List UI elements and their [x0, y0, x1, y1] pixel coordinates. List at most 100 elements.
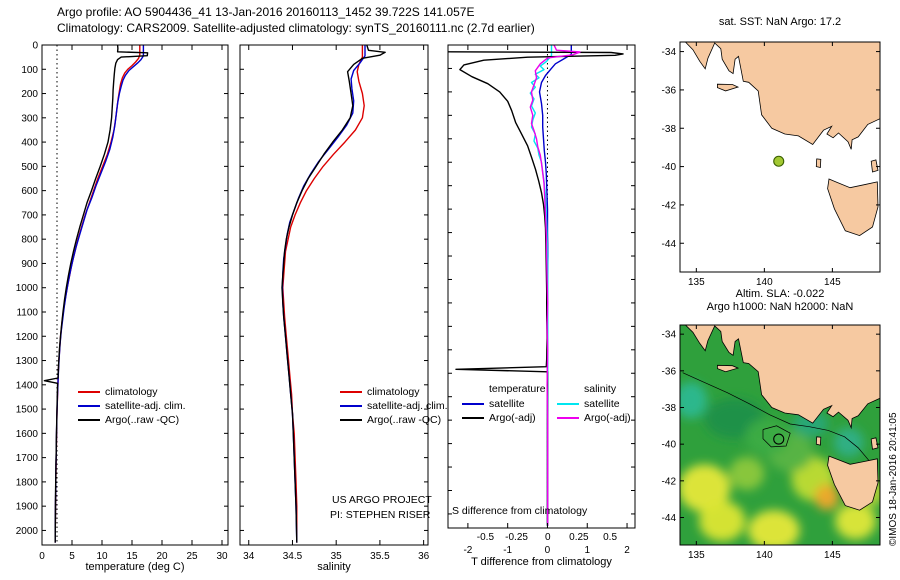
tick-label: 145: [824, 277, 841, 288]
tick-label: 400: [21, 138, 38, 149]
tick-label: 140: [756, 277, 773, 288]
legend-line-swatch: [340, 391, 362, 393]
sla-anomaly-blob: [792, 411, 829, 437]
coast-kangaroo_island: [717, 364, 740, 373]
tick-label: 300: [21, 113, 38, 124]
legend-label: satellite: [584, 398, 620, 410]
panel-temperature: 0 5 10 15 20 25 300100200300400500600700800900…: [16, 41, 229, 562]
sla-anomaly-blob: [748, 510, 800, 545]
tick-label: 0.25: [569, 532, 589, 543]
tick-label: 20: [156, 551, 168, 562]
legend-item: climatology: [340, 385, 448, 399]
legend-item: Argo(-adj): [557, 411, 631, 425]
tick-label: 700: [21, 210, 38, 221]
figure-title-line2: Climatology: CARS2009. Satellite-adjuste…: [57, 21, 535, 35]
tick-label: 35: [331, 551, 343, 562]
legend-item: satellite: [462, 397, 546, 411]
tick-label: -42: [662, 476, 677, 487]
series-t-argo-adj-: [448, 51, 624, 526]
sla-anomaly-blob: [835, 502, 876, 540]
project-note-line2: PI: STEPHEN RISER: [330, 509, 431, 521]
legend-header: temperature: [489, 383, 546, 395]
t-difference-axis-label: T difference from climatology: [471, 556, 612, 568]
coast-tasmania: [827, 455, 879, 511]
sla-anomaly-blob: [680, 464, 731, 512]
legend-item: Argo(..raw -QC): [78, 413, 186, 427]
legend-line-swatch: [340, 419, 362, 421]
tick-label: 2: [624, 545, 630, 556]
tick-label: 1300: [16, 356, 39, 367]
tick-label: -42: [662, 200, 677, 211]
legend-line-swatch: [78, 391, 100, 393]
tick-label: -38: [662, 124, 677, 135]
tick-label: 0: [39, 551, 45, 562]
legend-label: Argo(-adj): [489, 412, 536, 424]
tick-label: 34.5: [283, 551, 303, 562]
tick-label: 15: [126, 551, 138, 562]
tick-label: -34: [662, 47, 677, 58]
tick-label: -40: [662, 440, 677, 451]
sla-contour: [682, 372, 870, 461]
panel-salinity: 34 34.5 35 35.5 36: [239, 44, 430, 562]
legend-salinity-difference: salinity satellite Argo(-adj): [557, 383, 631, 425]
float-position-marker: [773, 433, 785, 445]
series-s-argo-adj-: [529, 45, 581, 526]
tick-label: 0: [32, 41, 38, 52]
coast-king_island: [815, 158, 822, 168]
sla-anomaly-blob: [814, 484, 840, 511]
tick-label: -1: [503, 545, 512, 556]
figure-title-line1: Argo profile: AO 5904436_41 13-Jan-2016 …: [57, 5, 475, 19]
tick-label: 1400: [16, 380, 39, 391]
legend-item: Argo(-adj): [462, 411, 546, 425]
tick-label: -44: [662, 513, 677, 524]
tick-label: 135: [688, 277, 705, 288]
tick-label: 1: [584, 545, 590, 556]
tick-label: 1500: [16, 405, 39, 416]
legend-label: climatology: [367, 386, 420, 398]
legend-line-swatch: [557, 403, 579, 405]
coast-flinders_island: [870, 159, 879, 173]
tick-label: 200: [21, 89, 38, 100]
legend-line-swatch: [78, 419, 100, 421]
legend-line-swatch: [340, 405, 362, 407]
tick-label: 0.5: [603, 532, 617, 543]
sla-anomaly-blob: [699, 501, 746, 542]
sst-map-title: sat. SST: NaN Argo: 17.2: [718, 16, 842, 28]
float-position-marker: [773, 155, 785, 167]
tick-label: 100: [21, 65, 38, 76]
tick-label: 30: [216, 551, 228, 562]
tick-label: -34: [662, 330, 677, 341]
legend-salinity-panel: climatology satellite-adj. clim. Argo(..…: [340, 385, 448, 427]
imos-credit: ©IMOS 18-Jan-2016 20:41:05: [888, 412, 899, 546]
tick-label: 135: [688, 550, 705, 561]
tick-label: 600: [21, 186, 38, 197]
legend-item: climatology: [78, 385, 186, 399]
temperature-axis-label: temperature (deg C): [85, 561, 185, 573]
tick-label: 34: [243, 551, 255, 562]
tick-label: 35.5: [370, 551, 390, 562]
panel-map_sla: 135 140 145 -34 -36 -38 -40 -42 -44: [662, 324, 881, 561]
tick-label: -44: [662, 239, 677, 250]
tick-label: 25: [186, 551, 198, 562]
tick-label: -36: [662, 85, 677, 96]
legend-item: satellite-adj. clim.: [340, 399, 448, 413]
series-satellite-adj-clim-: [54, 45, 145, 543]
tick-label: -36: [662, 366, 677, 377]
tick-label: -0.25: [505, 532, 528, 543]
sla-anomaly-blob: [745, 418, 789, 456]
tick-label: 0: [545, 545, 551, 556]
legend-item: satellite-adj. clim.: [78, 399, 186, 413]
sla-anomaly-blob: [728, 457, 765, 490]
tick-label: 800: [21, 235, 38, 246]
tick-label: 0: [545, 532, 551, 543]
tick-label: 1200: [16, 332, 39, 343]
legend-label: Argo(-adj): [584, 412, 631, 424]
sla-map-title-line1: Altim. SLA: -0.022: [735, 288, 825, 300]
legend-line-swatch: [78, 405, 100, 407]
panel-difference: -2 -1 0 1 2 -0.5 -0.25 0 0.25 0.5: [447, 44, 636, 556]
legend-label: satellite-adj. clim.: [367, 400, 448, 412]
tick-label: 1900: [16, 502, 39, 513]
tick-label: -2: [463, 545, 472, 556]
